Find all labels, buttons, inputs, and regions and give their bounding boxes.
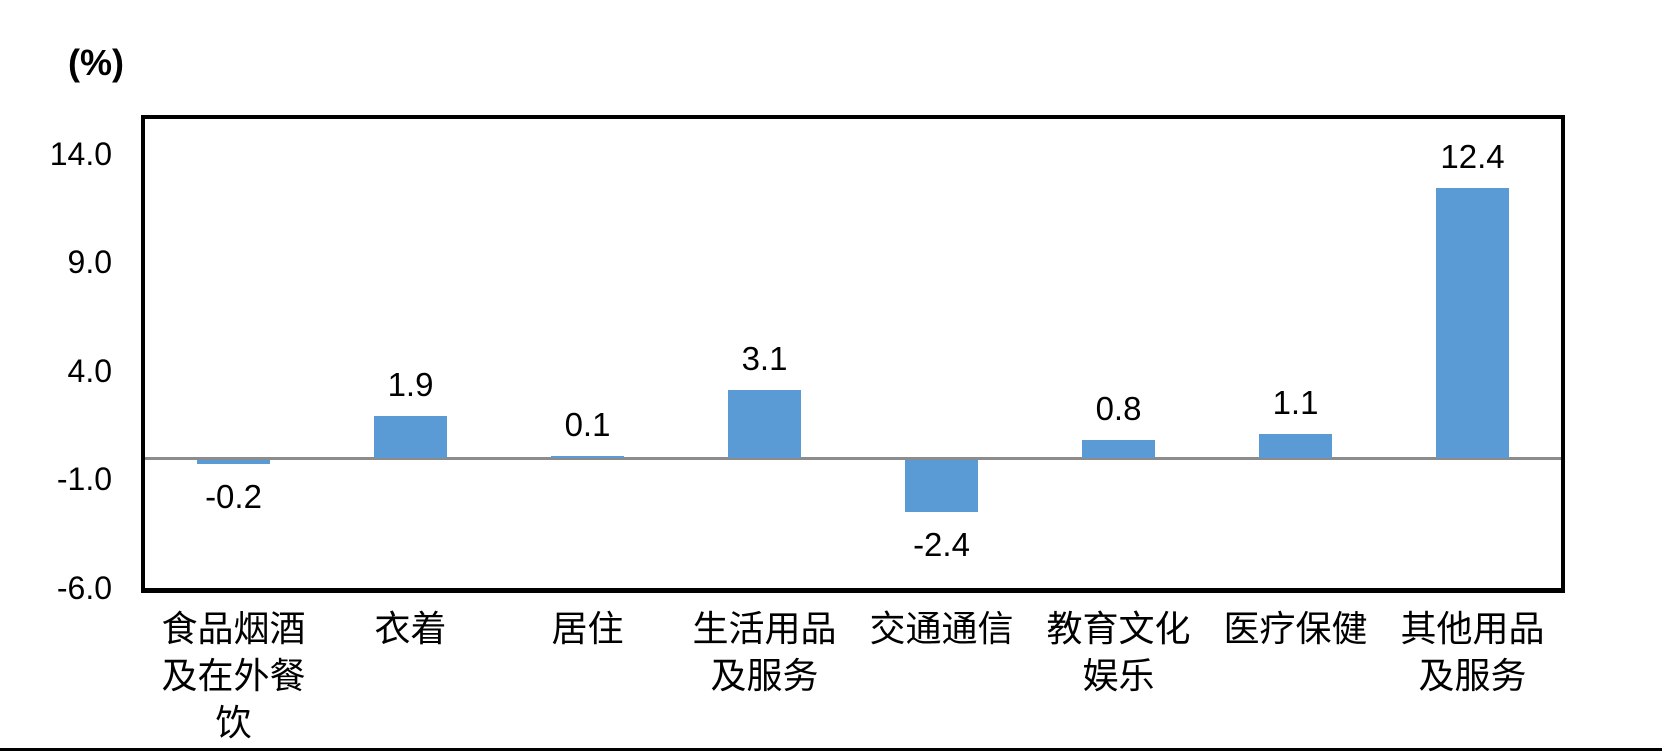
bar-value-label: 0.8 xyxy=(1095,390,1142,428)
x-axis-category-label: 其他用品 及服务 xyxy=(1400,608,1545,696)
y-axis-tick-label: -1.0 xyxy=(56,461,112,498)
bar xyxy=(728,390,801,458)
bar-value-label: 1.1 xyxy=(1272,383,1319,421)
bar-value-label: -2.4 xyxy=(913,525,970,563)
x-axis-category-label: 教育文化 娱乐 xyxy=(1046,608,1191,696)
bar-value-label: -0.2 xyxy=(205,478,262,516)
bar-value-label: 3.1 xyxy=(741,340,788,378)
bar xyxy=(374,416,447,458)
x-axis-category-label: 居住 xyxy=(551,608,624,649)
plot-area xyxy=(141,115,1565,593)
y-axis-tick-label: 4.0 xyxy=(67,352,112,389)
bar-value-label: 0.1 xyxy=(564,405,611,443)
bar-value-label: 12.4 xyxy=(1440,138,1505,176)
y-axis-tick-label: 14.0 xyxy=(49,135,112,172)
page-bottom-divider xyxy=(0,748,1662,751)
y-axis-tick-label: -6.0 xyxy=(56,570,112,606)
x-axis-category-label: 医疗保健 xyxy=(1223,608,1368,649)
bar xyxy=(1436,188,1509,458)
bar xyxy=(1259,433,1332,458)
bar xyxy=(905,459,978,512)
y-axis-unit-label: (%) xyxy=(68,42,124,83)
x-axis-category-label: 食品烟酒 及在外餐 饮 xyxy=(161,608,306,743)
bar-value-label: 1.9 xyxy=(387,366,434,404)
bar xyxy=(551,455,624,458)
y-axis-tick-label: 9.0 xyxy=(67,244,112,281)
x-axis-category-label: 衣着 xyxy=(374,608,447,649)
x-axis-category-label: 生活用品 及服务 xyxy=(692,608,837,696)
zero-gridline xyxy=(145,456,1561,460)
bar xyxy=(197,459,270,465)
x-axis-category-label: 交通通信 xyxy=(869,608,1014,649)
bar xyxy=(1082,440,1155,458)
